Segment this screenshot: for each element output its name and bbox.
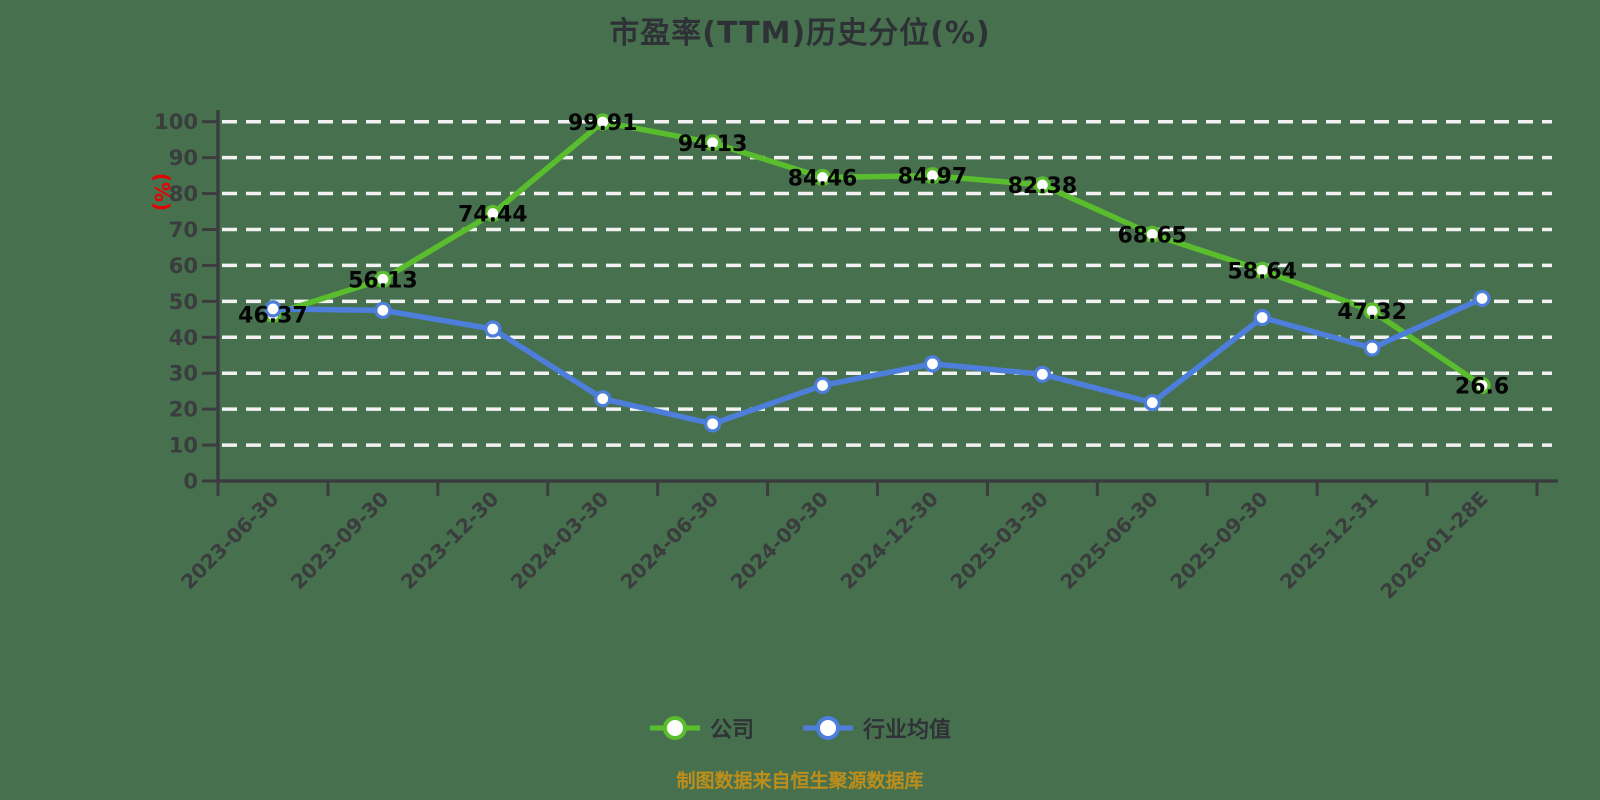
data-label-company-7: 82.38 [1008, 174, 1078, 199]
chart-title: 市盈率(TTM)历史分位(%) [609, 16, 991, 51]
y-axis-label: 50 [169, 290, 198, 314]
y-axis-label: 40 [169, 326, 198, 350]
legend-label-industry-average: 行业均值 [863, 718, 952, 743]
data-point-company-10[interactable] [1363, 302, 1381, 320]
data-label-company-10: 47.32 [1337, 300, 1407, 325]
y-axis-label: 30 [169, 362, 198, 386]
legend-item-company[interactable]: 公司 [649, 712, 754, 744]
data-label-company-1: 56.13 [348, 268, 418, 293]
legend-item-industry-average[interactable]: 行业均值 [802, 712, 951, 744]
data-point-industry-6[interactable] [923, 355, 942, 373]
y-axis-label: 20 [169, 398, 198, 422]
data-label-company-2: 74.44 [458, 203, 528, 228]
x-axis-label: 2023-06-30 [176, 487, 283, 594]
data-point-company-3[interactable] [594, 113, 612, 131]
data-label-company-0: 46.37 [238, 303, 308, 328]
data-point-industry-9[interactable] [1253, 308, 1271, 327]
data-point-industry-1[interactable] [374, 301, 392, 319]
legend-label-company: 公司 [709, 718, 754, 743]
industry-line-marker-icon [803, 716, 853, 740]
data-point-industry-8[interactable] [1143, 394, 1161, 412]
data-point-industry-10[interactable] [1363, 339, 1381, 357]
data-point-company-2[interactable] [484, 204, 502, 223]
y-axis-unit-label: (%) [150, 173, 174, 211]
data-point-industry-0[interactable] [264, 300, 282, 318]
data-point-company-4[interactable] [704, 134, 722, 152]
data-point-industry-7[interactable] [1033, 365, 1051, 383]
y-axis-label: 80 [169, 182, 198, 206]
x-axis-label: 2025-09-30 [1165, 487, 1272, 594]
series-line-company [270, 119, 1485, 389]
y-axis-label: 10 [169, 434, 198, 458]
data-point-industry-4[interactable] [704, 415, 722, 433]
y-axis-label: 0 [183, 470, 198, 494]
data-point-industry-2[interactable] [484, 320, 502, 338]
data-point-company-1[interactable] [374, 270, 392, 288]
x-axis-label: 2023-12-30 [396, 487, 503, 594]
data-point-company-8[interactable] [1143, 225, 1161, 243]
y-axis-label: 90 [169, 146, 198, 170]
legend: 公司 行业均值 [0, 712, 1600, 744]
data-point-company-6[interactable] [923, 167, 942, 185]
x-axis-label: 2024-12-30 [836, 487, 943, 594]
x-axis-label: 2025-03-30 [945, 487, 1052, 594]
data-point-company-5[interactable] [813, 168, 832, 187]
company-line-marker-icon [649, 716, 700, 740]
data-point-company-11[interactable] [1473, 376, 1491, 395]
x-axis-label: 2025-06-30 [1055, 487, 1162, 594]
y-axis-label: 100 [154, 110, 198, 134]
data-label-company-9: 58.64 [1227, 259, 1297, 284]
data-point-company-7[interactable] [1033, 176, 1051, 194]
y-axis-label: 60 [169, 254, 198, 278]
x-axis-label: 2024-06-30 [616, 487, 723, 594]
data-point-industry-11[interactable] [1473, 289, 1491, 308]
data-label-company-4: 94.13 [678, 132, 748, 157]
y-axis-label: 70 [169, 218, 198, 242]
data-source-note: 制图数据来自恒生聚源数据库 [676, 770, 924, 792]
x-axis-label: 2023-09-30 [286, 487, 393, 594]
data-point-company-9[interactable] [1253, 261, 1271, 279]
data-point-industry-3[interactable] [594, 390, 612, 408]
data-label-company-8: 68.65 [1117, 223, 1187, 248]
series-line-industry [270, 295, 1485, 427]
data-label-company-6: 84.97 [898, 165, 968, 190]
data-point-industry-5[interactable] [813, 376, 832, 395]
x-axis-label: 2026-01-28E [1375, 487, 1492, 604]
x-axis-label: 2025-12-31 [1275, 487, 1382, 594]
data-label-company-5: 84.46 [788, 167, 858, 192]
data-label-company-11: 26.6 [1455, 374, 1509, 399]
x-axis-label: 2024-03-30 [506, 487, 613, 594]
data-label-company-3: 99.91 [568, 111, 638, 136]
x-axis-label: 2024-09-30 [726, 487, 833, 594]
